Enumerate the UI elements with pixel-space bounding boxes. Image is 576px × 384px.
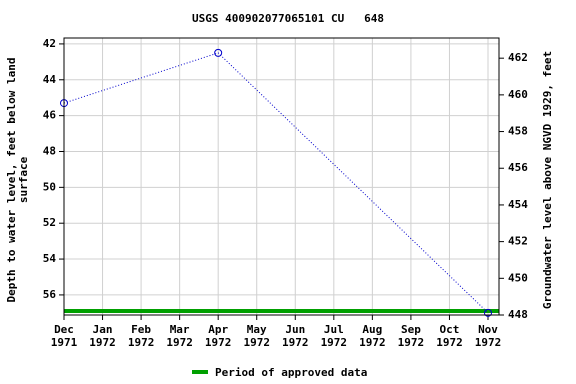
x-tick-label: Mar [170,323,190,336]
y2-tick-label: 462 [508,51,528,64]
x-tick-label: 1972 [166,336,193,349]
data-line [63,52,489,314]
x-tick-label: 1972 [128,336,155,349]
x-tick-label: Nov [478,323,498,336]
legend-label: Period of approved data [215,366,367,379]
x-tick-label: 1972 [321,336,348,349]
x-tick-label: Dec [54,323,74,336]
plot-frame [63,37,500,316]
data-point [484,308,492,317]
x-tick-label: Jan [93,323,113,336]
x-tick-label: Jun [285,323,305,336]
y-tick-label: 42 [43,37,56,50]
y-tick-label: 56 [43,288,57,301]
x-tick-label: 1972 [89,336,116,349]
x-tick-label: 1972 [243,336,270,349]
y-tick-label: 50 [43,180,56,193]
y2-tick-label: 460 [508,88,528,101]
y2-tick-label: 458 [508,125,528,138]
y2-tick-label: 450 [508,271,528,284]
x-tick-label: Feb [131,323,151,336]
y-tick-label: 44 [43,73,57,86]
y-tick-label: 46 [43,109,57,122]
y-tick-label: 54 [43,252,57,265]
x-tick-label: 1972 [282,336,309,349]
y2-tick-label: 454 [508,198,528,211]
x-tick-label: Jul [324,323,344,336]
x-tick-label: 1972 [398,336,425,349]
x-tick-label: Apr [208,323,228,336]
x-tick-label: 1972 [205,336,232,349]
x-tick-label: Aug [362,323,382,336]
y2-tick-label: 452 [508,235,528,248]
y-axis-label: Depth to water level, feet below land [5,57,18,302]
x-tick-label: 1972 [359,336,386,349]
y2-axis-label: Groundwater level above NGVD 1929, feet [541,51,554,309]
x-tick-label: Sep [401,323,421,336]
x-tick-label: 1971 [51,336,78,349]
data-point [214,48,223,57]
x-tick-label: Oct [440,323,460,336]
y2-tick-label: 456 [508,161,528,174]
chart-title: USGS 400902077065101 CU 648 [192,12,384,25]
x-tick-label: 1972 [436,336,463,349]
y-tick-label: 48 [43,144,56,157]
x-tick-label: 1972 [475,336,502,349]
y-tick-label: 52 [43,216,56,229]
y-axis-label: surface [17,156,30,203]
x-tick-label: May [247,323,267,336]
y2-tick-label: 448 [508,308,528,321]
